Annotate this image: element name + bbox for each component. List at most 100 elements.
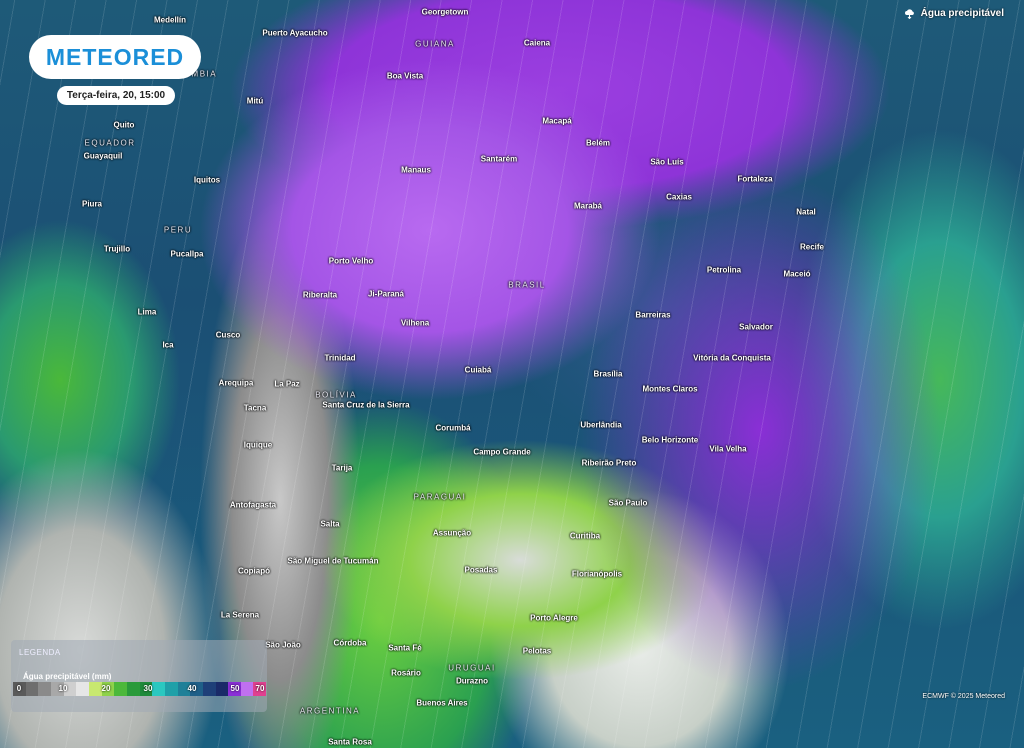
map-label: Antofagasta <box>229 500 277 510</box>
map-label: La Paz <box>274 379 300 389</box>
legend-swatch <box>139 682 153 696</box>
map-label: Belém <box>585 138 611 148</box>
map-label: Iquitos <box>193 175 221 185</box>
cloud-rain-icon <box>904 8 914 19</box>
legend-tick: 70 <box>255 684 265 693</box>
map-label: Puerto Ayacucho <box>262 28 328 38</box>
legend-ticks: 0 10 20 30 40 50 70 <box>13 682 266 696</box>
map-label: Boa Vista <box>386 71 424 81</box>
map-label: Lima <box>137 307 157 317</box>
legend-tick: 30 <box>143 684 153 693</box>
map-label: Uberlândia <box>580 420 622 430</box>
map-label: Porto Alegre <box>530 613 578 623</box>
map-label: Brasília <box>593 369 623 379</box>
meteored-logo[interactable]: METEORED <box>29 35 201 79</box>
map-label: Vitória da Conquista <box>693 353 771 363</box>
map-label: Pucallpa <box>170 249 204 259</box>
map-label: Córdoba <box>333 638 367 648</box>
data-credit: ECMWF © 2025 Meteored <box>922 693 1005 700</box>
legend-swatch <box>50 682 64 696</box>
map-label: Salta <box>320 519 340 529</box>
map-label: Durazno <box>456 676 488 686</box>
brand-text: METEORED <box>45 43 185 70</box>
map-label: Rosário <box>391 668 421 678</box>
map-label: Piura <box>81 199 103 209</box>
map-label: Barreiras <box>635 310 671 320</box>
map-label: EQUADOR <box>84 138 136 148</box>
map-label: Santa Cruz de la Sierra <box>322 400 410 410</box>
map-label: Georgetown <box>421 7 469 17</box>
map-label: ARGENTINA <box>299 706 361 716</box>
map-label: Petrolina <box>706 265 742 275</box>
legend-swatch <box>76 682 89 696</box>
map-label: URUGUAI <box>448 663 496 673</box>
map-label: São João <box>265 640 301 650</box>
map-label: Vilhena <box>400 318 430 328</box>
map-label: Posadas <box>464 565 498 575</box>
map-label: Florianópolis <box>571 569 623 579</box>
map-label: Macapá <box>542 116 572 126</box>
map-label: Maceió <box>783 269 811 279</box>
map-label: Tarija <box>331 463 353 473</box>
map-label: PERU <box>163 225 193 235</box>
legend-swatch <box>240 682 254 696</box>
legend-swatch <box>114 682 127 696</box>
map-label: Curitiba <box>569 531 601 541</box>
legend-swatch <box>101 682 115 696</box>
legend-tick: 20 <box>101 684 111 693</box>
map-label: Copiapó <box>238 566 270 576</box>
legend-swatch <box>88 682 102 696</box>
map-label: Assunção <box>432 528 472 538</box>
map-label: Marabá <box>573 201 603 211</box>
map-label: PARAGUAI <box>413 492 467 502</box>
map-label: Tacna <box>243 403 267 413</box>
legend-swatch <box>63 682 77 696</box>
map-label: Guayaquil <box>83 151 123 161</box>
map-label: Santa Fé <box>388 643 422 653</box>
map-label: Caiena <box>523 38 551 48</box>
legend-swatch <box>202 682 216 696</box>
map-label: Corumbá <box>435 423 471 433</box>
legend-swatch <box>38 682 51 696</box>
layer-label: Água precipitável <box>920 8 1004 19</box>
legend-swatch <box>190 682 203 696</box>
legend-swatch <box>25 682 39 696</box>
map-label: Porto Velho <box>328 256 374 266</box>
legend-swatch <box>164 682 178 696</box>
map-label: Cusco <box>215 330 241 340</box>
map-label: Vila Velha <box>709 444 747 454</box>
map-label: BRASIL <box>508 280 546 290</box>
map-label: Ica <box>162 340 174 350</box>
legend-tick: 50 <box>230 684 240 693</box>
map-label: São Miguel de Tucumán <box>287 556 379 566</box>
map-label: Natal <box>796 207 816 217</box>
legend-tick: 0 <box>16 684 22 693</box>
map-label: BOLÍVIA <box>315 390 357 400</box>
map-label: Ribeirão Preto <box>581 458 637 468</box>
map-label: Salvador <box>739 322 773 332</box>
legend-swatch <box>152 682 165 696</box>
legend-subtitle: Água precipitável (mm) <box>23 672 112 681</box>
layer-selector[interactable]: Água precipitável <box>904 8 1004 19</box>
map-label: Mitú <box>246 96 264 106</box>
map-label: Pelotas <box>522 646 552 656</box>
map-label: São Paulo <box>608 498 648 508</box>
legend-color-scale <box>13 682 267 696</box>
map-label: Santa Rosa <box>328 737 372 747</box>
legend-swatch <box>215 682 229 696</box>
map-label: Trujillo <box>103 244 131 254</box>
map-label: São Luís <box>650 157 684 167</box>
map-label: Ji-Paraná <box>367 289 405 299</box>
legend-swatch <box>253 682 267 696</box>
legend-panel: LEGENDA Água precipitável (mm) 0 10 20 3… <box>11 640 267 712</box>
legend-swatch <box>177 682 191 696</box>
map-label: Recife <box>799 242 825 252</box>
map-label: Campo Grande <box>473 447 531 457</box>
map-label: Manaus <box>401 165 431 175</box>
map-label: Trinidad <box>324 353 356 363</box>
map-label: Buenos Aires <box>416 698 468 708</box>
legend-tick: 10 <box>58 684 68 693</box>
forecast-datetime[interactable]: Terça-feira, 20, 15:00 <box>57 86 175 105</box>
